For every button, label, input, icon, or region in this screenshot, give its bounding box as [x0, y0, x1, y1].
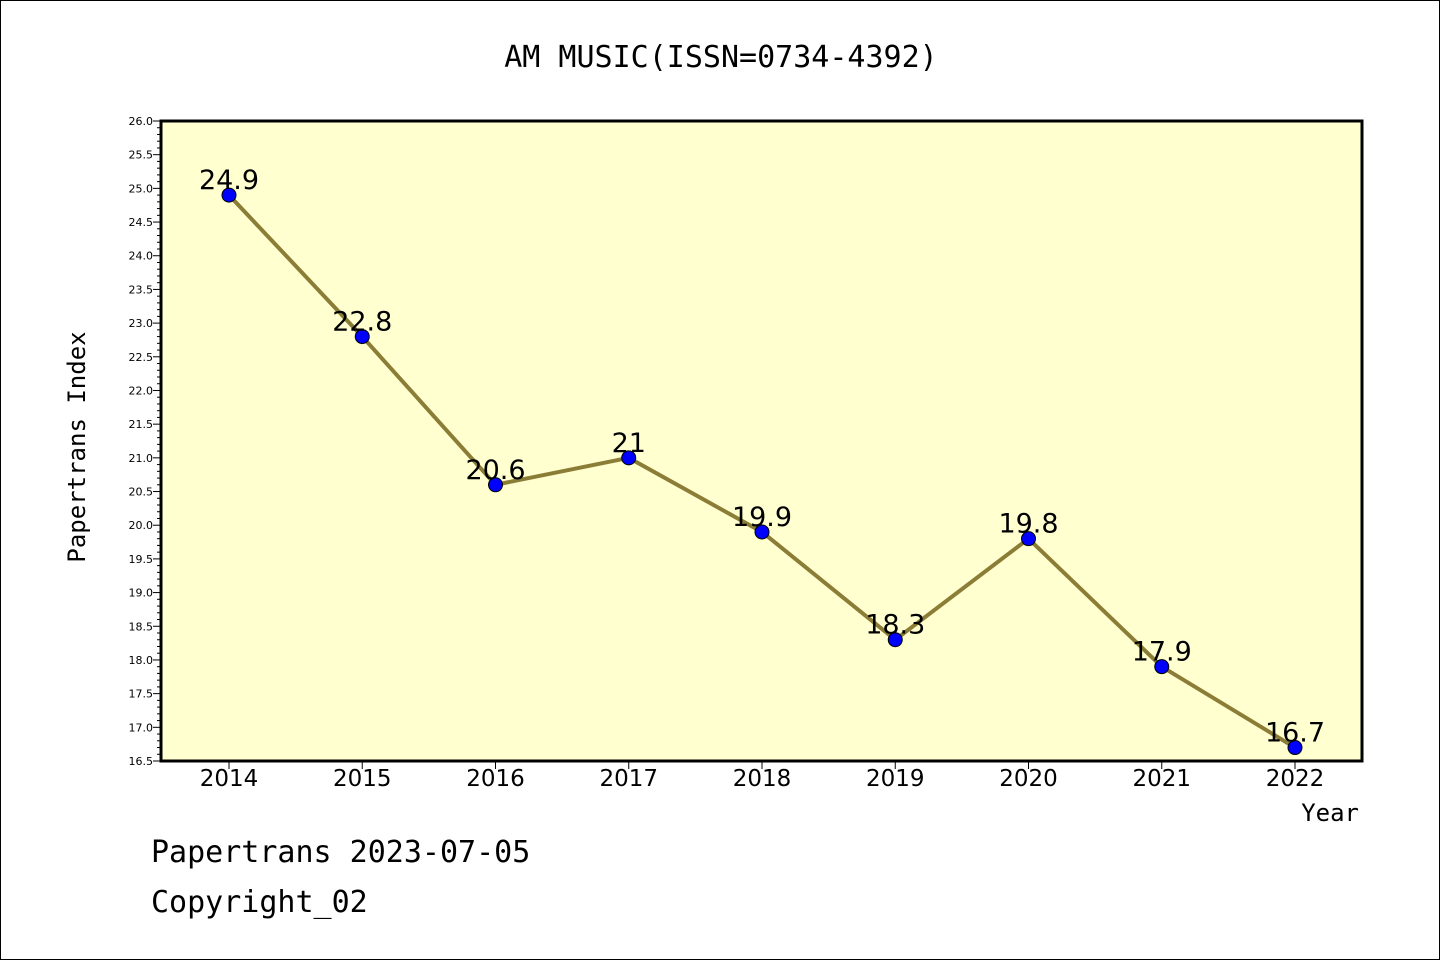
data-point — [621, 450, 637, 466]
y-tick-label: 23.5 — [129, 283, 154, 296]
data-point — [1287, 740, 1303, 756]
y-tick-label: 24.0 — [129, 250, 154, 263]
y-tick-label: 18.0 — [129, 654, 154, 667]
y-tick-label: 18.5 — [129, 620, 154, 633]
plot-area — [161, 121, 1362, 761]
x-tick-label: 2019 — [866, 766, 925, 792]
data-label: 21 — [612, 428, 646, 459]
x-tick-label: 2022 — [1266, 766, 1325, 792]
x-axis-label: Year — [1301, 799, 1359, 827]
y-tick-label: 26.0 — [129, 115, 154, 128]
data-label: 22.8 — [332, 307, 392, 338]
data-label: 24.9 — [199, 165, 259, 196]
y-tick-label: 19.0 — [129, 587, 154, 600]
x-tick-label: 2020 — [999, 766, 1058, 792]
x-tick-label: 2016 — [466, 766, 525, 792]
data-label: 20.6 — [465, 455, 525, 486]
y-tick-label: 21.5 — [129, 418, 154, 431]
y-tick-label: 23.0 — [129, 317, 154, 330]
y-tick-label: 19.5 — [129, 553, 154, 566]
data-point — [221, 187, 237, 203]
y-tick-label: 22.5 — [129, 351, 154, 364]
y-tick-label: 17.0 — [129, 721, 154, 734]
data-point — [488, 477, 503, 493]
y-tick-label: 22.0 — [129, 384, 154, 397]
data-point — [754, 524, 770, 540]
data-label: 17.9 — [1132, 637, 1192, 668]
y-tick-label: 24.5 — [129, 216, 154, 229]
y-tick-label: 20.0 — [129, 519, 154, 532]
x-tick-label: 2021 — [1132, 766, 1191, 792]
data-label: 19.9 — [732, 502, 792, 533]
plot-frame — [159, 119, 1364, 763]
y-tick-label: 16.5 — [129, 755, 154, 768]
data-point — [354, 329, 370, 345]
data-label: 18.3 — [865, 610, 925, 641]
data-point — [1154, 659, 1170, 675]
data-label: 19.8 — [998, 509, 1058, 540]
y-tick-label: 17.5 — [129, 688, 154, 701]
x-tick-label: 2014 — [200, 766, 259, 792]
footer-date: Papertrans 2023-07-05 — [151, 835, 531, 870]
y-tick-label: 20.5 — [129, 486, 154, 499]
data-point — [887, 632, 903, 648]
y-tick-label: 25.5 — [129, 149, 154, 162]
x-tick-label: 2018 — [733, 766, 792, 792]
y-tick-label: 25.0 — [129, 182, 154, 195]
x-tick-label: 2015 — [333, 766, 392, 792]
chart-title: AM MUSIC(ISSN=0734-4392) — [504, 40, 937, 75]
y-axis-label: Papertrans Index — [63, 331, 91, 562]
x-tick-label: 2017 — [599, 766, 658, 792]
footer-copyright: Copyright_02 — [151, 885, 368, 920]
data-label: 16.7 — [1265, 718, 1325, 749]
data-point — [1021, 531, 1036, 547]
y-tick-label: 21.0 — [129, 452, 154, 465]
